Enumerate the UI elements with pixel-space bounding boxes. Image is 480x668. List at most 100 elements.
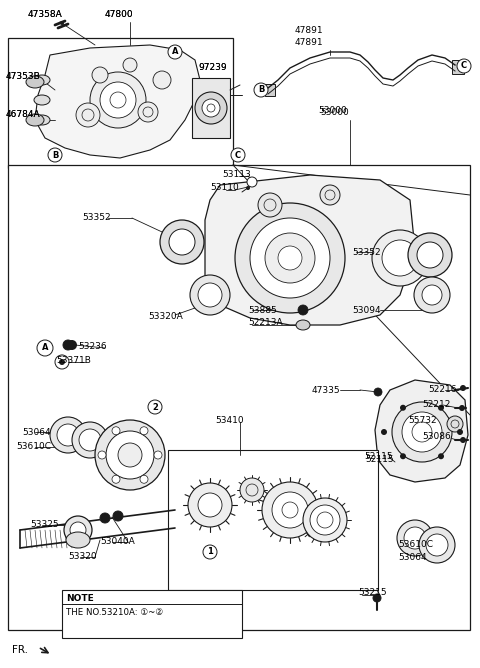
Circle shape [426,534,448,556]
Circle shape [400,454,406,459]
Circle shape [63,340,73,350]
Text: FR.: FR. [12,645,28,655]
Text: 53410: 53410 [215,416,244,425]
Circle shape [404,527,426,549]
Text: 53610C: 53610C [398,540,433,549]
Circle shape [106,431,154,479]
Circle shape [459,405,465,411]
Circle shape [202,99,220,117]
Text: 53064: 53064 [398,553,427,562]
Circle shape [272,492,308,528]
Circle shape [320,185,340,205]
Circle shape [278,246,302,270]
Text: 47891: 47891 [295,26,324,35]
Circle shape [37,340,53,356]
Text: 53320: 53320 [68,552,96,561]
Circle shape [76,103,100,127]
Text: 52216: 52216 [428,385,456,394]
Polygon shape [205,175,415,325]
Text: A: A [172,47,178,57]
Circle shape [198,283,222,307]
Text: 53325: 53325 [30,520,59,529]
Circle shape [373,594,381,602]
Circle shape [457,429,463,435]
Text: 47891: 47891 [295,38,324,47]
Text: 53236: 53236 [78,342,107,351]
Text: 53352: 53352 [352,248,381,257]
Circle shape [235,203,345,313]
Circle shape [48,148,62,162]
Circle shape [113,511,123,521]
Circle shape [392,402,452,462]
Text: 97239: 97239 [198,63,227,72]
Text: A: A [42,343,48,353]
Circle shape [63,340,73,350]
Circle shape [381,429,387,435]
Circle shape [50,417,86,453]
Circle shape [90,72,146,128]
Circle shape [100,513,110,523]
Text: 46784A: 46784A [6,110,41,119]
Text: 47353B: 47353B [6,72,41,81]
Circle shape [148,400,162,414]
Text: 53320A: 53320A [148,312,183,321]
Polygon shape [35,45,200,158]
Text: C: C [461,61,467,71]
Circle shape [303,498,347,542]
Bar [8,38,233,168]
Circle shape [250,218,330,298]
Circle shape [138,102,158,122]
Circle shape [153,71,171,89]
Circle shape [70,522,86,538]
Text: 2: 2 [152,403,158,411]
Ellipse shape [26,114,44,126]
Circle shape [402,412,442,452]
Circle shape [438,405,444,411]
Circle shape [231,148,245,162]
Text: NOTE: NOTE [66,594,94,603]
Circle shape [140,427,148,435]
Ellipse shape [66,532,90,548]
Text: 53352: 53352 [82,213,110,222]
Circle shape [57,424,79,446]
Text: 47335: 47335 [312,386,341,395]
Circle shape [92,67,108,83]
Circle shape [59,359,65,365]
Circle shape [460,437,466,443]
Text: 1: 1 [207,548,213,556]
Text: 47358A: 47358A [28,10,63,19]
Ellipse shape [296,320,310,330]
Text: 52115: 52115 [364,452,393,461]
Text: 55732: 55732 [408,416,437,425]
Circle shape [64,516,92,544]
Text: B: B [258,86,264,94]
Circle shape [95,420,165,490]
Circle shape [100,82,136,118]
Circle shape [438,454,444,459]
Text: 53064: 53064 [22,428,50,437]
Circle shape [118,443,142,467]
Circle shape [262,482,318,538]
Polygon shape [375,380,468,482]
Text: 52115: 52115 [365,455,394,464]
Circle shape [190,275,230,315]
Text: 53371B: 53371B [56,356,91,365]
Circle shape [154,451,162,459]
Circle shape [254,83,268,97]
Circle shape [372,230,428,286]
Circle shape [258,193,282,217]
Circle shape [457,59,471,73]
Bar [8,165,470,630]
Text: 53215: 53215 [358,588,386,597]
Text: 47358A: 47358A [28,10,63,19]
Circle shape [246,186,250,190]
Text: 47800: 47800 [105,10,133,19]
Bar [192,78,230,138]
Text: 52212: 52212 [422,400,450,409]
Ellipse shape [34,95,50,105]
Text: 47353B: 47353B [6,72,41,81]
Bar [62,590,242,638]
Circle shape [112,427,120,435]
Text: 53000: 53000 [320,108,349,117]
Circle shape [247,177,257,187]
